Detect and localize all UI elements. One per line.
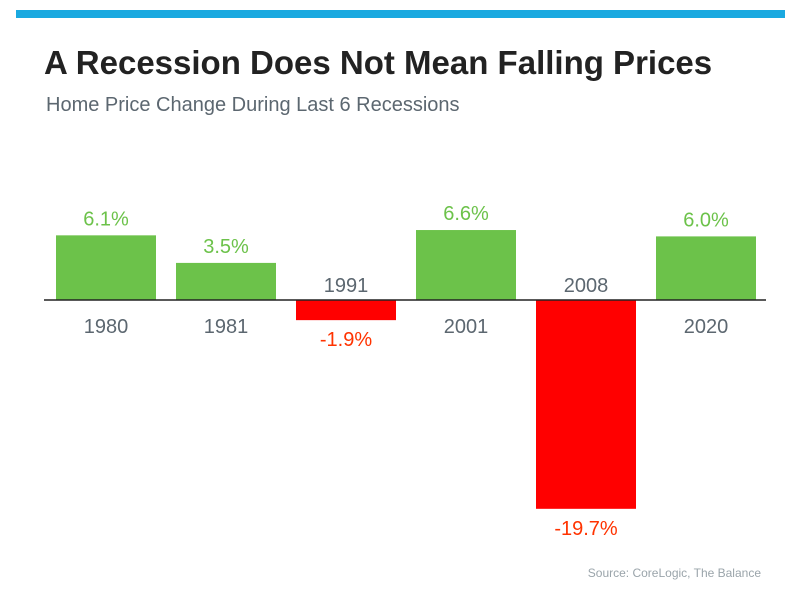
bar-1991 — [296, 300, 396, 321]
value-label-2001: 6.6% — [443, 203, 489, 225]
category-label-1991: 1991 — [324, 275, 369, 297]
source-note: Source: CoreLogic, The Balance — [587, 566, 761, 580]
bar-1980 — [56, 235, 156, 300]
chart-subtitle: Home Price Change During Last 6 Recessio… — [46, 94, 460, 116]
value-label-1991: -1.9% — [320, 329, 372, 351]
bar-2020 — [656, 236, 756, 300]
category-label-1981: 1981 — [204, 316, 249, 338]
value-label-1981: 3.5% — [203, 236, 249, 258]
category-label-2020: 2020 — [684, 316, 729, 338]
category-label-2001: 2001 — [444, 316, 489, 338]
value-label-2020: 6.0% — [683, 209, 729, 231]
chart-title: A Recession Does Not Mean Falling Prices — [44, 44, 713, 81]
bar-2001 — [416, 230, 516, 300]
top-accent-bar — [16, 10, 785, 18]
value-label-2008: -19.7% — [554, 518, 618, 540]
category-label-2008: 2008 — [564, 275, 609, 297]
bar-2008 — [536, 300, 636, 509]
value-label-1980: 6.1% — [83, 208, 129, 230]
category-label-1980: 1980 — [84, 316, 129, 338]
bar-1981 — [176, 262, 276, 300]
